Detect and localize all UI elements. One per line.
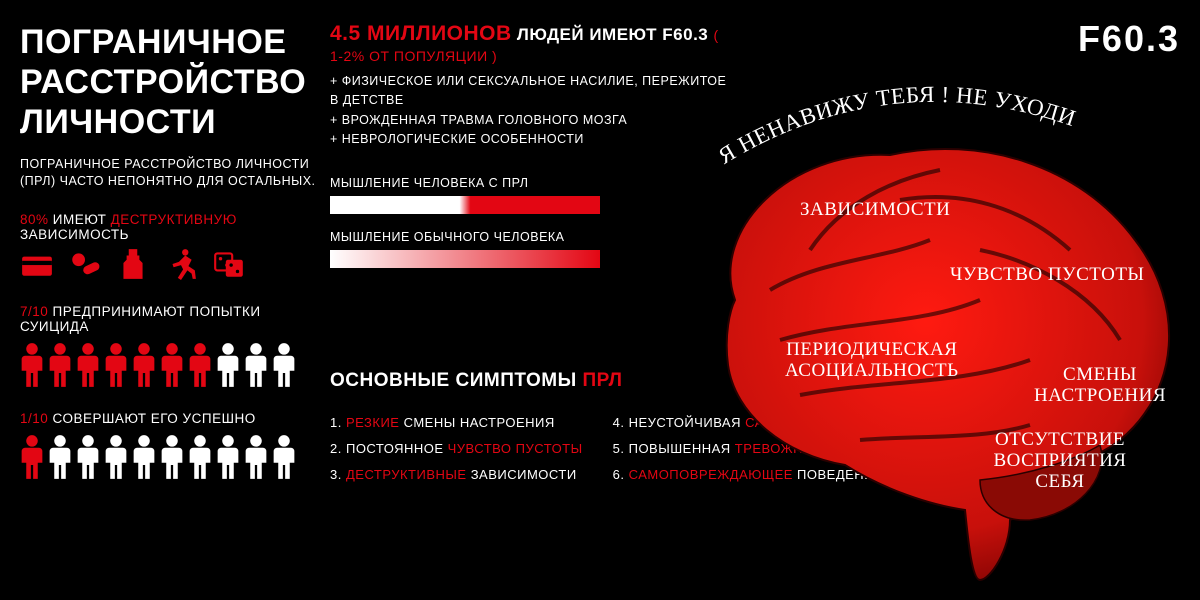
symptoms-col-left: 1. РЕЗКИЕ СМЕНЫ НАСТРОЕНИЯ2. ПОСТОЯННОЕ … — [330, 410, 583, 488]
person-icon — [104, 342, 128, 393]
person-icon — [160, 434, 184, 485]
handwritten-text: Я НЕНАВИЖУ ТЕБЯ ! НЕ УХОДИ — [714, 82, 1079, 169]
card-icon — [20, 247, 54, 286]
stat-addiction-pct: 80% — [20, 212, 49, 227]
title-line-2: РАССТРОЙСТВО — [20, 63, 306, 101]
handwritten-arc: Я НЕНАВИЖУ ТЕБЯ ! НЕ УХОДИ — [680, 62, 1190, 202]
person-icon — [160, 342, 184, 393]
person-icon — [20, 434, 44, 485]
symptom-item: 2. ПОСТОЯННОЕ ЧУВСТВО ПУСТОТЫ — [330, 436, 583, 462]
title-line-3: ЛИЧНОСТИ — [20, 103, 216, 141]
left-column: ПОГРАНИЧНОЕ РАССТРОЙСТВО ЛИЧНОСТИ ПОГРАН… — [20, 22, 320, 485]
bar-normal-label: МЫШЛЕНИЕ ОБЫЧНОГО ЧЕЛОВЕКА — [330, 230, 730, 244]
person-icon — [104, 434, 128, 485]
stat-addiction: 80% ИМЕЮТ ДЕСТРУКТИВНУЮ ЗАВИСИМОСТЬ — [20, 212, 320, 242]
person-icon — [244, 434, 268, 485]
people-row-success — [20, 434, 320, 485]
cause-item: + НЕВРОЛОГИЧЕСКИЕ ОСОБЕННОСТИ — [330, 130, 730, 149]
brain-illustration: Я НЕНАВИЖУ ТЕБЯ ! НЕ УХОДИ ЗАВИСИМОСТИЧУ… — [680, 110, 1190, 590]
bar-normal — [330, 250, 600, 268]
infographic-root: ПОГРАНИЧНОЕ РАССТРОЙСТВО ЛИЧНОСТИ ПОГРАН… — [0, 0, 1200, 600]
person-icon — [188, 342, 212, 393]
bar-bpd-block: МЫШЛЕНИЕ ЧЕЛОВЕКА С ПРЛ — [330, 176, 730, 214]
addiction-icons — [20, 250, 320, 286]
person-icon — [132, 434, 156, 485]
pills-icon — [68, 247, 102, 286]
bottle-icon — [116, 247, 150, 286]
person-icon — [76, 434, 100, 485]
bar-bpd-label: МЫШЛЕНИЕ ЧЕЛОВЕКА С ПРЛ — [330, 176, 730, 190]
main-title: ПОГРАНИЧНОЕ РАССТРОЙСТВО ЛИЧНОСТИ — [20, 22, 320, 142]
person-icon — [216, 342, 240, 393]
stat-success: 1/10 СОВЕРШАЮТ ЕГО УСПЕШНО — [20, 411, 320, 426]
person-icon — [188, 434, 212, 485]
dice-icon — [212, 247, 246, 286]
cause-item: + ВРОЖДЕННАЯ ТРАВМА ГОЛОВНОГО МОЗГА — [330, 111, 730, 130]
mid-column: 4.5 МИЛЛИОНОВ ЛЮДЕЙ ИМЕЮТ F60.3 ( 1-2% О… — [330, 22, 730, 284]
person-icon — [20, 342, 44, 393]
bar-normal-block: МЫШЛЕНИЕ ОБЫЧНОГО ЧЕЛОВЕКА — [330, 230, 730, 268]
cause-item: + ФИЗИЧЕСКОЕ ИЛИ СЕКСУАЛЬНОЕ НАСИЛИЕ, ПЕ… — [330, 72, 730, 111]
symptom-item: 3. ДЕСТРУКТИВНЫЕ ЗАВИСИМОСТИ — [330, 462, 583, 488]
brain-shape — [727, 149, 1169, 580]
person-icon — [272, 342, 296, 393]
headline: 4.5 МИЛЛИОНОВ ЛЮДЕЙ ИМЕЮТ F60.3 ( 1-2% О… — [330, 22, 730, 66]
stat-attempts: 7/10 ПРЕДПРИНИМАЮТ ПОПЫТКИ СУИЦИДА — [20, 304, 320, 334]
person-icon — [132, 342, 156, 393]
person-icon — [216, 434, 240, 485]
title-line-1: ПОГРАНИЧНОЕ — [20, 23, 286, 61]
people-row-attempts — [20, 342, 320, 393]
person-icon — [48, 434, 72, 485]
person-icon — [76, 342, 100, 393]
subtitle: ПОГРАНИЧНОЕ РАССТРОЙСТВО ЛИЧНОСТИ (ПРЛ) … — [20, 156, 320, 190]
code-badge: F60.3 — [1078, 18, 1180, 60]
symptom-item: 1. РЕЗКИЕ СМЕНЫ НАСТРОЕНИЯ — [330, 410, 583, 436]
person-icon — [272, 434, 296, 485]
run-icon — [164, 247, 198, 286]
cause-bullets: + ФИЗИЧЕСКОЕ ИЛИ СЕКСУАЛЬНОЕ НАСИЛИЕ, ПЕ… — [330, 72, 730, 150]
person-icon — [48, 342, 72, 393]
bar-bpd — [330, 196, 600, 214]
person-icon — [244, 342, 268, 393]
